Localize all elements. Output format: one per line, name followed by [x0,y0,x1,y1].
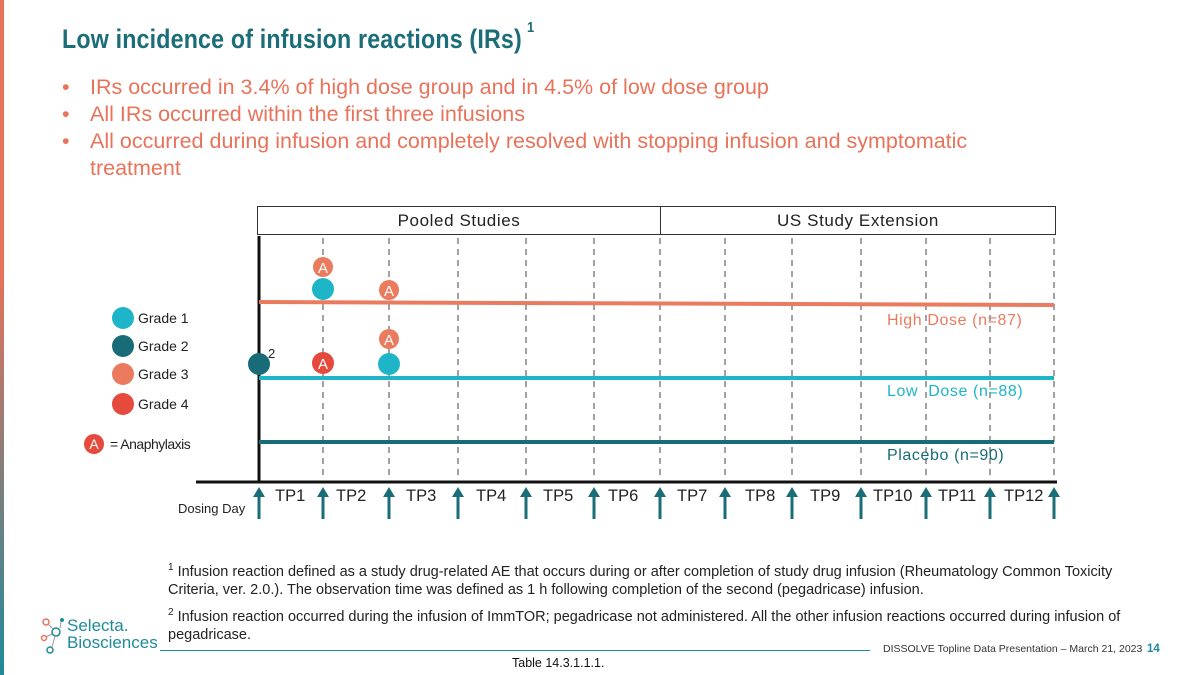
legend-grade-1: Grade 1 [112,307,189,329]
page-title: Low incidence of infusion reactions (IRs… [62,19,535,54]
high-dose-label: High Dose (n=87) [887,312,1023,329]
dose-arrow-head [984,487,996,497]
dose-arrow-head [719,487,731,497]
anaphylaxis-letter: A [384,283,394,300]
footer-divider [160,650,870,651]
dose-arrow-head [855,487,867,497]
table-reference: Table 14.3.1.1.1. [512,656,605,670]
tp-label: TP6 [608,487,639,505]
bullet-item: • All occurred during infusion and comple… [62,129,968,180]
dose-arrow-head [253,487,265,497]
tp-label: TP8 [745,487,776,505]
dosing-day-label: Dosing Day [178,501,246,516]
event-anaphylaxis-low-tp2 [379,329,399,349]
event-anaphylaxis-high-tp1 [313,257,333,277]
tp-label: TP3 [406,487,437,505]
dose-arrow-head [920,487,932,497]
dose-arrow-head [452,487,464,497]
grade-1-swatch [112,307,134,329]
event-grade1-high-tp1 [312,278,334,300]
bullet-list: • IRs occurred in 3.4% of high dose group… [62,74,1062,182]
anaphylaxis-letter: A [318,260,328,277]
tp-label: TP4 [476,487,507,505]
dose-arrow-head [588,487,600,497]
dose-arrow-head [654,487,666,497]
tp-label: TP10 [873,487,913,505]
tp-label: TP12 [1004,487,1044,505]
tp-label: TP1 [275,487,306,505]
legend-anaphylaxis: A = Anaphylaxis [84,434,191,454]
legend-grade-4: Grade 4 [112,393,189,415]
dose-arrow-head [383,487,395,497]
high-dose-line [258,300,1055,307]
us-study-extension-header: US Study Extension [660,206,1056,235]
pooled-studies-header: Pooled Studies [257,206,661,235]
placebo-label: Placebo (n=90) [887,447,1005,464]
tp-label: TP9 [810,487,841,505]
dose-arrow-head [317,487,329,497]
bullet-item: • IRs occurred in 3.4% of high dose group… [62,75,769,99]
footnote-2: 2 Infusion reaction occurred during the i… [168,607,1121,643]
event-grade2-low-predose [248,353,270,375]
legend-grade-2: Grade 2 [112,335,189,357]
dose-arrow-head [786,487,798,497]
event-grade1-low-tp2 [378,353,400,375]
legend-grade-3: Grade 3 [112,363,189,385]
page-number: 14 [1147,643,1160,655]
event-grade4-low-tp1 [312,352,334,374]
event-anaphylaxis-high-tp2 [379,280,399,300]
grade-3-swatch [112,363,134,385]
tp-label: TP7 [677,487,708,505]
low-dose-label: Low Dose (n=88) [887,383,1024,400]
anaphylaxis-letter: A [384,332,394,349]
tp-label: TP5 [543,487,574,505]
tp-label: TP2 [336,487,367,505]
dose-arrow-head [1048,487,1060,497]
anaphylaxis-icon: A [84,434,104,454]
selecta-logo-icon [40,618,64,654]
footer-text: DISSOLVE Topline Data Presentation – Mar… [883,643,1143,655]
grade-4-swatch [112,393,134,415]
tp-label: TP11 [938,487,977,505]
logo-text: Selecta. Biosciences [67,616,158,652]
marker-footnote-2: 2 [268,346,275,361]
bullet-item: • All IRs occurred within the first three… [62,102,525,126]
grade-2-swatch [112,335,134,357]
footnote-1: 1 Infusion reaction defined as a study dr… [168,562,1113,598]
dose-arrow-head [520,487,532,497]
anaphylaxis-letter: A [318,356,328,373]
accent-bar [0,0,4,675]
